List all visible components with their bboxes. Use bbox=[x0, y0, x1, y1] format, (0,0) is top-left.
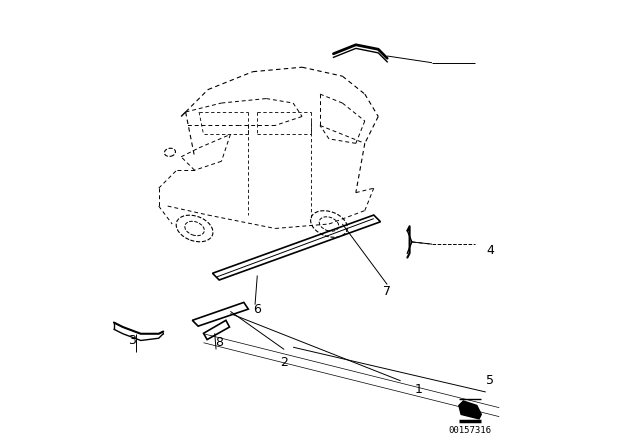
Text: 8: 8 bbox=[215, 336, 223, 349]
Text: 1: 1 bbox=[415, 383, 422, 396]
Text: 00157316: 00157316 bbox=[449, 426, 492, 435]
Text: 3: 3 bbox=[128, 334, 136, 347]
Text: 4: 4 bbox=[486, 244, 494, 258]
Text: 2: 2 bbox=[280, 356, 288, 370]
Text: 5: 5 bbox=[486, 374, 494, 388]
Text: 6: 6 bbox=[253, 302, 261, 316]
Polygon shape bbox=[459, 401, 481, 419]
Text: 7: 7 bbox=[383, 284, 391, 298]
